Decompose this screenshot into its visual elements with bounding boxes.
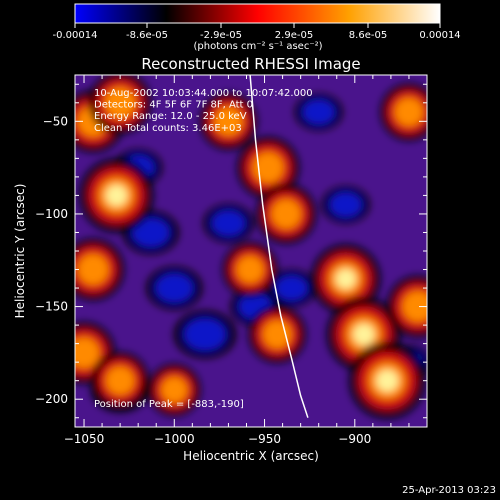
y-tick-label: −50 bbox=[43, 114, 68, 128]
colorbar-tick-label: 0.00014 bbox=[419, 30, 460, 41]
hot-source-peak bbox=[376, 369, 399, 392]
hot-source-peak bbox=[335, 268, 356, 289]
hot-source-core bbox=[252, 152, 284, 183]
x-tick-label: −900 bbox=[338, 432, 371, 446]
hot-source-core bbox=[214, 107, 243, 136]
annotation-line: Detectors: 4F 5F 6F 7F 8F, Att 0 bbox=[94, 100, 253, 111]
cold-source bbox=[132, 218, 170, 247]
x-tick-label: −1050 bbox=[64, 432, 105, 446]
hot-source-core bbox=[236, 256, 264, 284]
peak-position-label: Position of Peak = [-883,-190] bbox=[94, 399, 244, 410]
annotation-line: 10-Aug-2002 10:03:44.000 to 10:07:42.000 bbox=[94, 88, 313, 99]
x-tick-label: −1000 bbox=[154, 432, 195, 446]
chart-title: Reconstructed RHESSI Image bbox=[141, 55, 360, 73]
info-annotations: 10-Aug-2002 10:03:44.000 to 10:07:42.000… bbox=[94, 88, 313, 134]
cold-source bbox=[275, 275, 308, 301]
emission-sources bbox=[75, 75, 427, 420]
colorbar-tick-label: -8.6e-05 bbox=[126, 30, 168, 41]
colorbar-tick-label: -2.9e-05 bbox=[200, 30, 242, 41]
colorbar-tick-label: 2.9e-05 bbox=[275, 30, 313, 41]
hot-source-core bbox=[75, 337, 100, 369]
cold-source bbox=[302, 99, 335, 125]
hot-source-peak bbox=[353, 323, 375, 346]
y-axis-label: Heliocentric Y (arcsec) bbox=[13, 184, 27, 319]
x-axis-ticks: −1050 −1000 −950 −900 bbox=[64, 75, 428, 446]
cold-source bbox=[155, 273, 193, 303]
x-tick-label: −950 bbox=[248, 432, 281, 446]
colorbar-units-label: (photons cm⁻² s⁻¹ asec⁻²) bbox=[193, 41, 322, 52]
colorbar-ticks: -0.00014 -8.6e-05 -2.9e-05 2.9e-05 8.6e-05 0.… bbox=[53, 23, 461, 41]
hot-source-core bbox=[402, 291, 427, 322]
colorbar-tick-label: 8.6e-05 bbox=[349, 30, 387, 41]
y-tick-label: −100 bbox=[35, 207, 68, 221]
hot-source-core bbox=[161, 377, 188, 403]
cold-source bbox=[211, 210, 246, 236]
render-timestamp: 25-Apr-2013 03:23 bbox=[402, 485, 496, 496]
annotation-line: Clean Total counts: 3.46E+03 bbox=[94, 123, 242, 134]
hot-source-core bbox=[77, 254, 109, 285]
y-axis-ticks: −200 −150 −100 −50 bbox=[35, 83, 427, 419]
x-axis-label: Heliocentric X (arcsec) bbox=[183, 449, 319, 463]
colorbar-tick-label: -0.00014 bbox=[53, 30, 98, 41]
hot-source-core bbox=[394, 97, 424, 127]
hot-source-core bbox=[263, 320, 292, 349]
solar-limb-curve bbox=[249, 75, 309, 418]
y-tick-label: −150 bbox=[35, 300, 68, 314]
hot-source-core bbox=[106, 366, 135, 395]
hot-source-core bbox=[104, 87, 136, 119]
annotation-line: Energy Range: 12.0 - 25.0 keV bbox=[94, 111, 247, 122]
hot-source-core bbox=[271, 199, 301, 229]
colorbar bbox=[74, 3, 441, 24]
cold-source bbox=[184, 318, 226, 351]
cold-source bbox=[329, 192, 362, 217]
hot-source-peak bbox=[105, 184, 128, 207]
y-tick-label: −200 bbox=[35, 392, 68, 406]
heatmap-image bbox=[75, 75, 427, 427]
